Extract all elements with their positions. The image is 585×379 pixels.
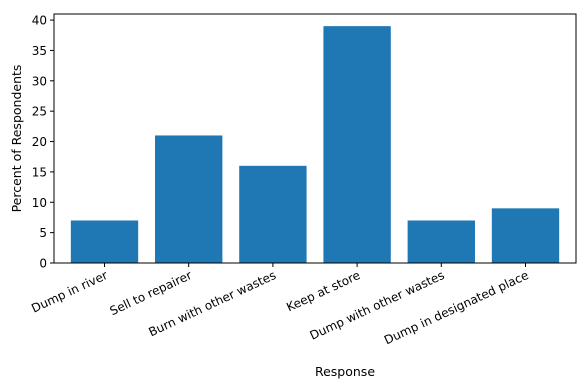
bar — [70, 220, 139, 263]
bars — [70, 26, 560, 263]
y-tick-label: 5 — [39, 226, 47, 240]
x-axis-title: Response — [315, 364, 375, 379]
bar — [323, 26, 391, 263]
y-tick-label: 40 — [32, 14, 47, 28]
y-axis-title: Percent of Respondents — [9, 65, 24, 213]
y-tick-label: 10 — [32, 196, 47, 210]
x-tick-label: Dump in river — [29, 268, 110, 316]
bar — [239, 165, 307, 263]
x-tick-label: Keep at store — [284, 268, 362, 314]
bar — [407, 220, 475, 263]
y-axis-ticks: 0 5 10 15 20 25 30 35 40 — [32, 14, 54, 271]
plot-frame — [53, 13, 577, 264]
y-tick-label: 25 — [32, 105, 47, 119]
bar — [155, 135, 223, 263]
y-tick-label: 0 — [39, 257, 47, 271]
y-tick-label: 15 — [32, 165, 47, 179]
y-tick-label: 30 — [32, 74, 47, 88]
y-tick-label: 20 — [32, 135, 47, 149]
x-tick-label: Dump with other wastes — [308, 268, 447, 343]
x-tick-label: Dump in designated place — [382, 268, 531, 347]
y-tick-label: 35 — [32, 44, 47, 58]
bar — [491, 208, 560, 263]
